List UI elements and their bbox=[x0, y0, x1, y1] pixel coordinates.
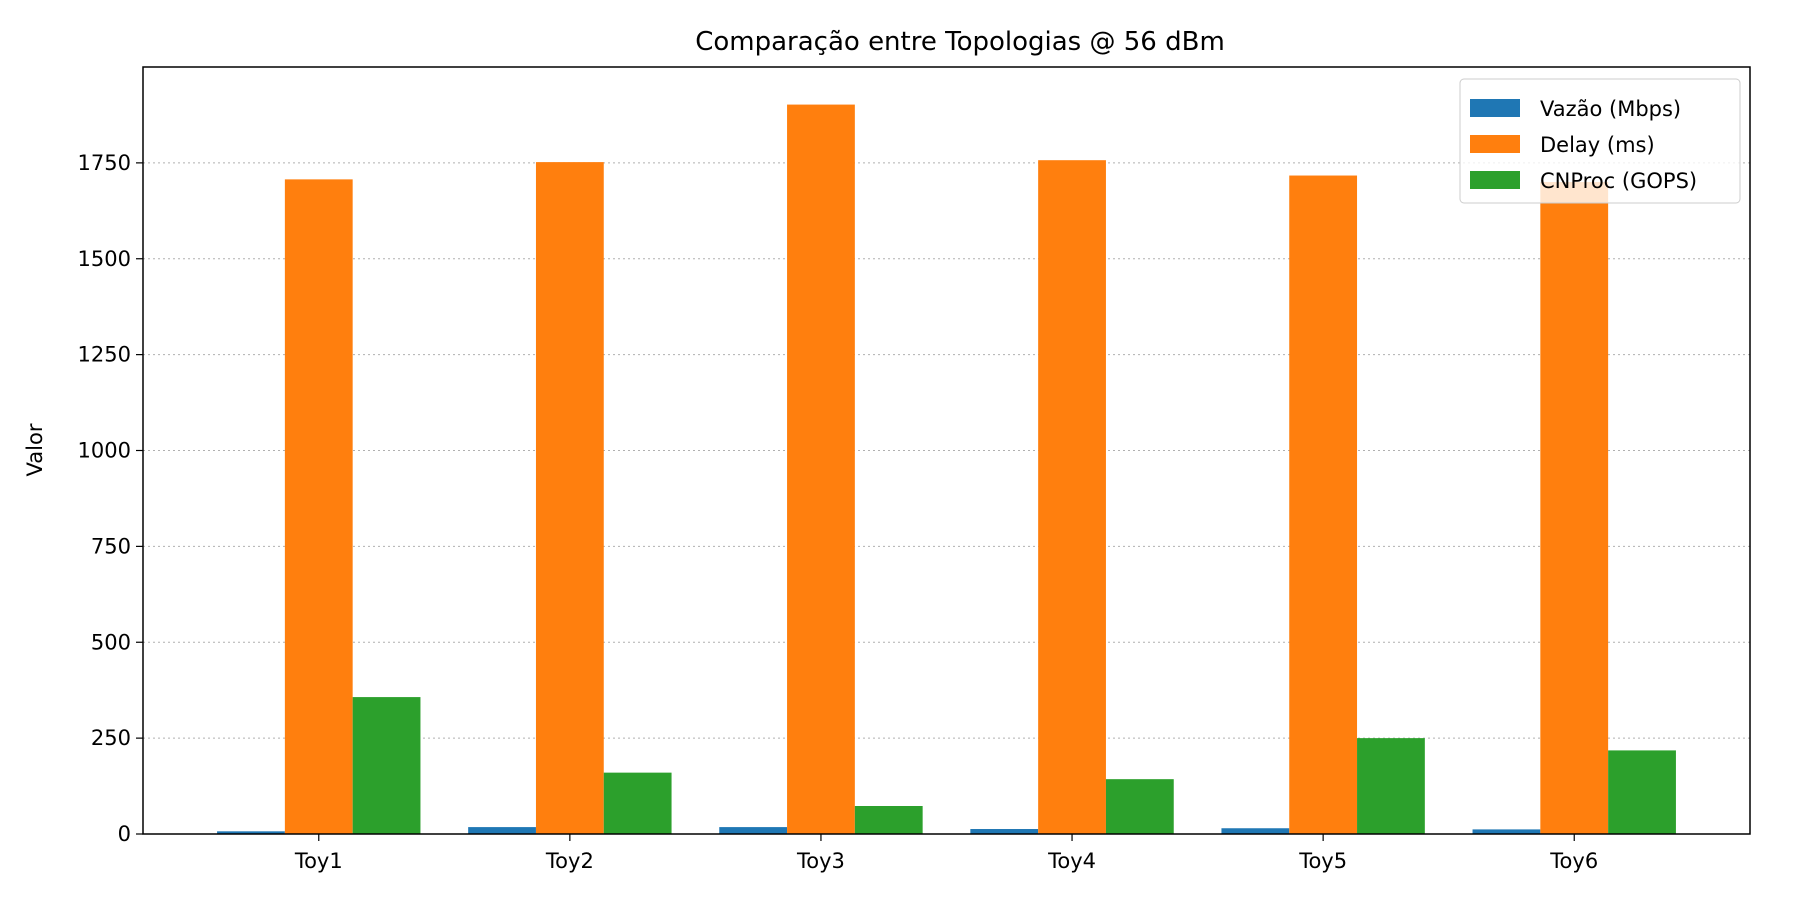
axes: 0 250 500 750 1000 1250 1500 1750 Toy1 Toy2 Toy3 To… bbox=[78, 66, 1751, 873]
legend-label-2: CNProc (GOPS) bbox=[1540, 169, 1697, 193]
legend-swatch-2 bbox=[1470, 171, 1520, 189]
legend: Vazão (Mbps) Delay (ms) CNProc (GOPS) bbox=[1459, 78, 1741, 204]
y-tick-label: 1000 bbox=[78, 439, 131, 463]
y-tick-label: 1750 bbox=[78, 151, 131, 175]
bar-toy2-series-2 bbox=[603, 772, 672, 834]
legend-swatch-1 bbox=[1470, 135, 1520, 153]
bar-toy3-series-2 bbox=[854, 806, 923, 834]
x-tick-label: Toy1 bbox=[294, 849, 343, 873]
bar-toy2-series-1 bbox=[535, 162, 604, 834]
bar-toy5-series-2 bbox=[1357, 738, 1425, 834]
bar-toy4-series-1 bbox=[1038, 160, 1106, 835]
grid-lines bbox=[143, 162, 1750, 739]
bar-toy2-series-0 bbox=[468, 827, 536, 834]
legend-label-0: Vazão (Mbps) bbox=[1540, 97, 1681, 121]
bar-toy1-series-1 bbox=[284, 179, 353, 835]
legend-box bbox=[1459, 78, 1741, 204]
bar-toy3-series-0 bbox=[719, 827, 788, 834]
y-tick-label: 250 bbox=[91, 726, 131, 750]
y-tick-label: 0 bbox=[118, 822, 131, 846]
y-tick-label: 1250 bbox=[78, 343, 131, 367]
bar-toy6-series-0 bbox=[1472, 829, 1541, 834]
bar-toy1-series-0 bbox=[217, 831, 285, 834]
bar-toy5-series-0 bbox=[1221, 828, 1290, 834]
x-tick-label: Toy6 bbox=[1549, 849, 1598, 873]
bar-toy6-series-1 bbox=[1540, 182, 1609, 835]
y-axis-title: Valor bbox=[23, 423, 47, 476]
x-tick-label: Toy2 bbox=[545, 849, 594, 873]
x-tick-label: Toy4 bbox=[1047, 849, 1096, 873]
bar-toy5-series-1 bbox=[1289, 175, 1358, 834]
chart-title: Comparação entre Topologias @ 56 dBm bbox=[695, 27, 1225, 57]
x-tick-label: Toy5 bbox=[1298, 849, 1347, 873]
bar-toy4-series-2 bbox=[1105, 779, 1174, 834]
legend-swatch-0 bbox=[1470, 99, 1520, 117]
y-tick-label: 500 bbox=[91, 630, 131, 654]
bar-toy4-series-0 bbox=[970, 829, 1039, 834]
bar-toy3-series-1 bbox=[787, 104, 855, 834]
bar-toy1-series-2 bbox=[352, 697, 421, 834]
x-tick-label: Toy3 bbox=[796, 849, 845, 873]
bar-toy6-series-2 bbox=[1608, 750, 1676, 834]
y-tick-label: 1500 bbox=[78, 247, 131, 271]
bars bbox=[217, 104, 1676, 835]
plot-frame bbox=[142, 66, 1751, 835]
y-tick-label: 750 bbox=[91, 534, 131, 558]
legend-label-1: Delay (ms) bbox=[1540, 133, 1655, 157]
